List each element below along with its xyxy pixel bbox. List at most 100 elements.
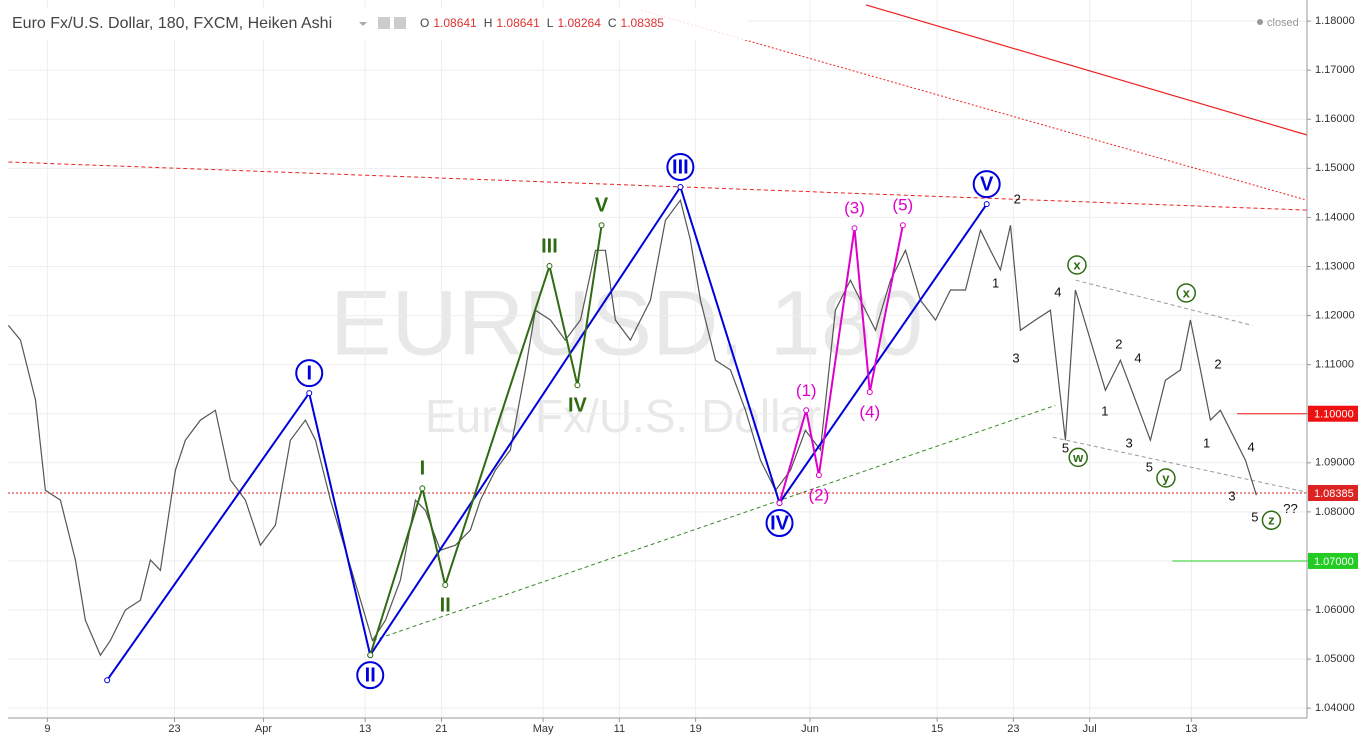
wave-label: IV	[770, 512, 790, 534]
wave-label-ring	[765, 509, 794, 538]
ohlc-value: 1.08385	[621, 16, 665, 30]
x-tick-label: Jun	[801, 723, 819, 735]
wave-label-ring	[356, 661, 385, 690]
wave-label: IV	[568, 395, 588, 417]
wave-point	[598, 222, 605, 229]
y-tick-label: 1.14000	[1315, 211, 1355, 223]
annotation: 3	[1228, 489, 1235, 504]
x-tick-label: Apr	[255, 723, 272, 735]
annotation: 3	[1125, 436, 1132, 451]
dropdown-icon[interactable]	[359, 22, 367, 26]
price-label: 1.07000	[1314, 556, 1354, 568]
wave-label: II	[440, 594, 451, 616]
ohlc-value: 1.08641	[433, 16, 477, 30]
price-label: 1.08385	[1314, 488, 1354, 500]
x-tick-label: 21	[435, 723, 447, 735]
wave-point	[574, 382, 581, 389]
wave-point	[776, 500, 783, 507]
x-tick-label: 15	[931, 723, 943, 735]
wave-label: I	[420, 458, 426, 480]
annotation: 1	[1101, 404, 1108, 419]
wave-label: (2)	[809, 486, 830, 505]
x-tick-label: 23	[168, 723, 180, 735]
annotation-ring	[1261, 510, 1282, 530]
annotation: 4	[1247, 440, 1254, 455]
wave-point	[367, 652, 374, 659]
annotation-ring	[1067, 255, 1087, 275]
status-dot	[1257, 19, 1263, 25]
wave-label: III	[541, 235, 558, 257]
wave-label: (5)	[892, 196, 913, 215]
x-tick-label: May	[533, 723, 554, 735]
y-tick-label: 1.09000	[1315, 457, 1355, 469]
trend-line	[372, 404, 1056, 641]
wave-label: I	[306, 362, 312, 384]
ohlc-key: H	[484, 16, 493, 30]
ohlc-value: 1.08264	[557, 16, 601, 30]
x-tick-label: 23	[1007, 723, 1019, 735]
annotation: 5	[1146, 460, 1153, 475]
annotation: x	[1183, 285, 1191, 300]
annotation: 3	[1012, 351, 1019, 366]
annotation: ??	[1283, 501, 1297, 516]
header: Euro Fx/U.S. Dollar, 180, FXCM, Heiken A…	[8, 8, 1299, 40]
annotation: 1	[1203, 436, 1210, 451]
annotation: 5	[1062, 441, 1069, 456]
wave-point	[419, 485, 426, 492]
wave-label-ring	[295, 359, 324, 388]
wave-label-ring	[972, 170, 1001, 199]
trend-line	[865, 4, 1308, 136]
ohlc-key: O	[420, 16, 429, 30]
wave-label: (1)	[796, 381, 817, 400]
price-label: 1.10000	[1314, 409, 1354, 421]
wave-point	[677, 183, 684, 190]
plot: IIIIIIIVVIIIIIIIVV(1)(2)(3)(4)(5)1234512…	[7, 0, 1308, 718]
ohlc-value: 1.08641	[496, 16, 540, 30]
annotation: 1	[992, 276, 999, 291]
y-tick-label: 1.11000	[1315, 359, 1354, 371]
annotation-ring	[1068, 447, 1088, 468]
market-status: closed	[1267, 17, 1299, 29]
price-label-bg	[1308, 552, 1358, 569]
wave-label: V	[980, 173, 994, 195]
trend-line	[1075, 279, 1253, 326]
wave-point	[815, 472, 822, 479]
wave-label: II	[365, 664, 376, 686]
annotation: 2	[1115, 336, 1122, 351]
annotation-ring	[1176, 283, 1197, 303]
price-label-bg	[1308, 484, 1358, 501]
symbol-title: Euro Fx/U.S. Dollar, 180, FXCM, Heiken A…	[12, 15, 332, 32]
wave-line	[369, 225, 603, 656]
wave-point	[442, 582, 449, 589]
settings-icon[interactable]	[378, 17, 390, 29]
close-icon[interactable]	[394, 17, 406, 29]
y-tick-label: 1.04000	[1315, 702, 1355, 714]
trend-line	[1052, 436, 1308, 493]
wave-point	[899, 222, 906, 229]
wave-point	[104, 677, 111, 684]
annotation-ring	[1156, 468, 1176, 488]
wave-point	[983, 201, 990, 208]
x-tick-label: 13	[1185, 723, 1197, 735]
y-tick-label: 1.17000	[1315, 64, 1355, 76]
annotation: x	[1073, 257, 1081, 272]
ohlc: O 1.08641 H 1.08641 L 1.08264 C 1.08385	[420, 16, 664, 30]
y-tick-label: 1.05000	[1315, 653, 1355, 665]
x-tick-label: 19	[690, 723, 702, 735]
wave-label-ring	[666, 152, 695, 181]
wave-point	[866, 389, 873, 396]
price-line	[7, 198, 1257, 657]
y-tick-label: 1.08000	[1315, 506, 1355, 518]
watermark-symbol: EURUSD, 180	[330, 272, 923, 374]
x-tick-label: 9	[44, 723, 50, 735]
wave-label: (3)	[844, 199, 865, 218]
wave-point	[306, 390, 313, 397]
ohlc-key: C	[608, 16, 617, 30]
y-tick-label: 1.16000	[1315, 113, 1355, 125]
annotation: 2	[1014, 192, 1021, 207]
price-label-bg	[1308, 405, 1358, 422]
annotation: 4	[1134, 351, 1141, 366]
wave-label: (4)	[859, 403, 880, 422]
